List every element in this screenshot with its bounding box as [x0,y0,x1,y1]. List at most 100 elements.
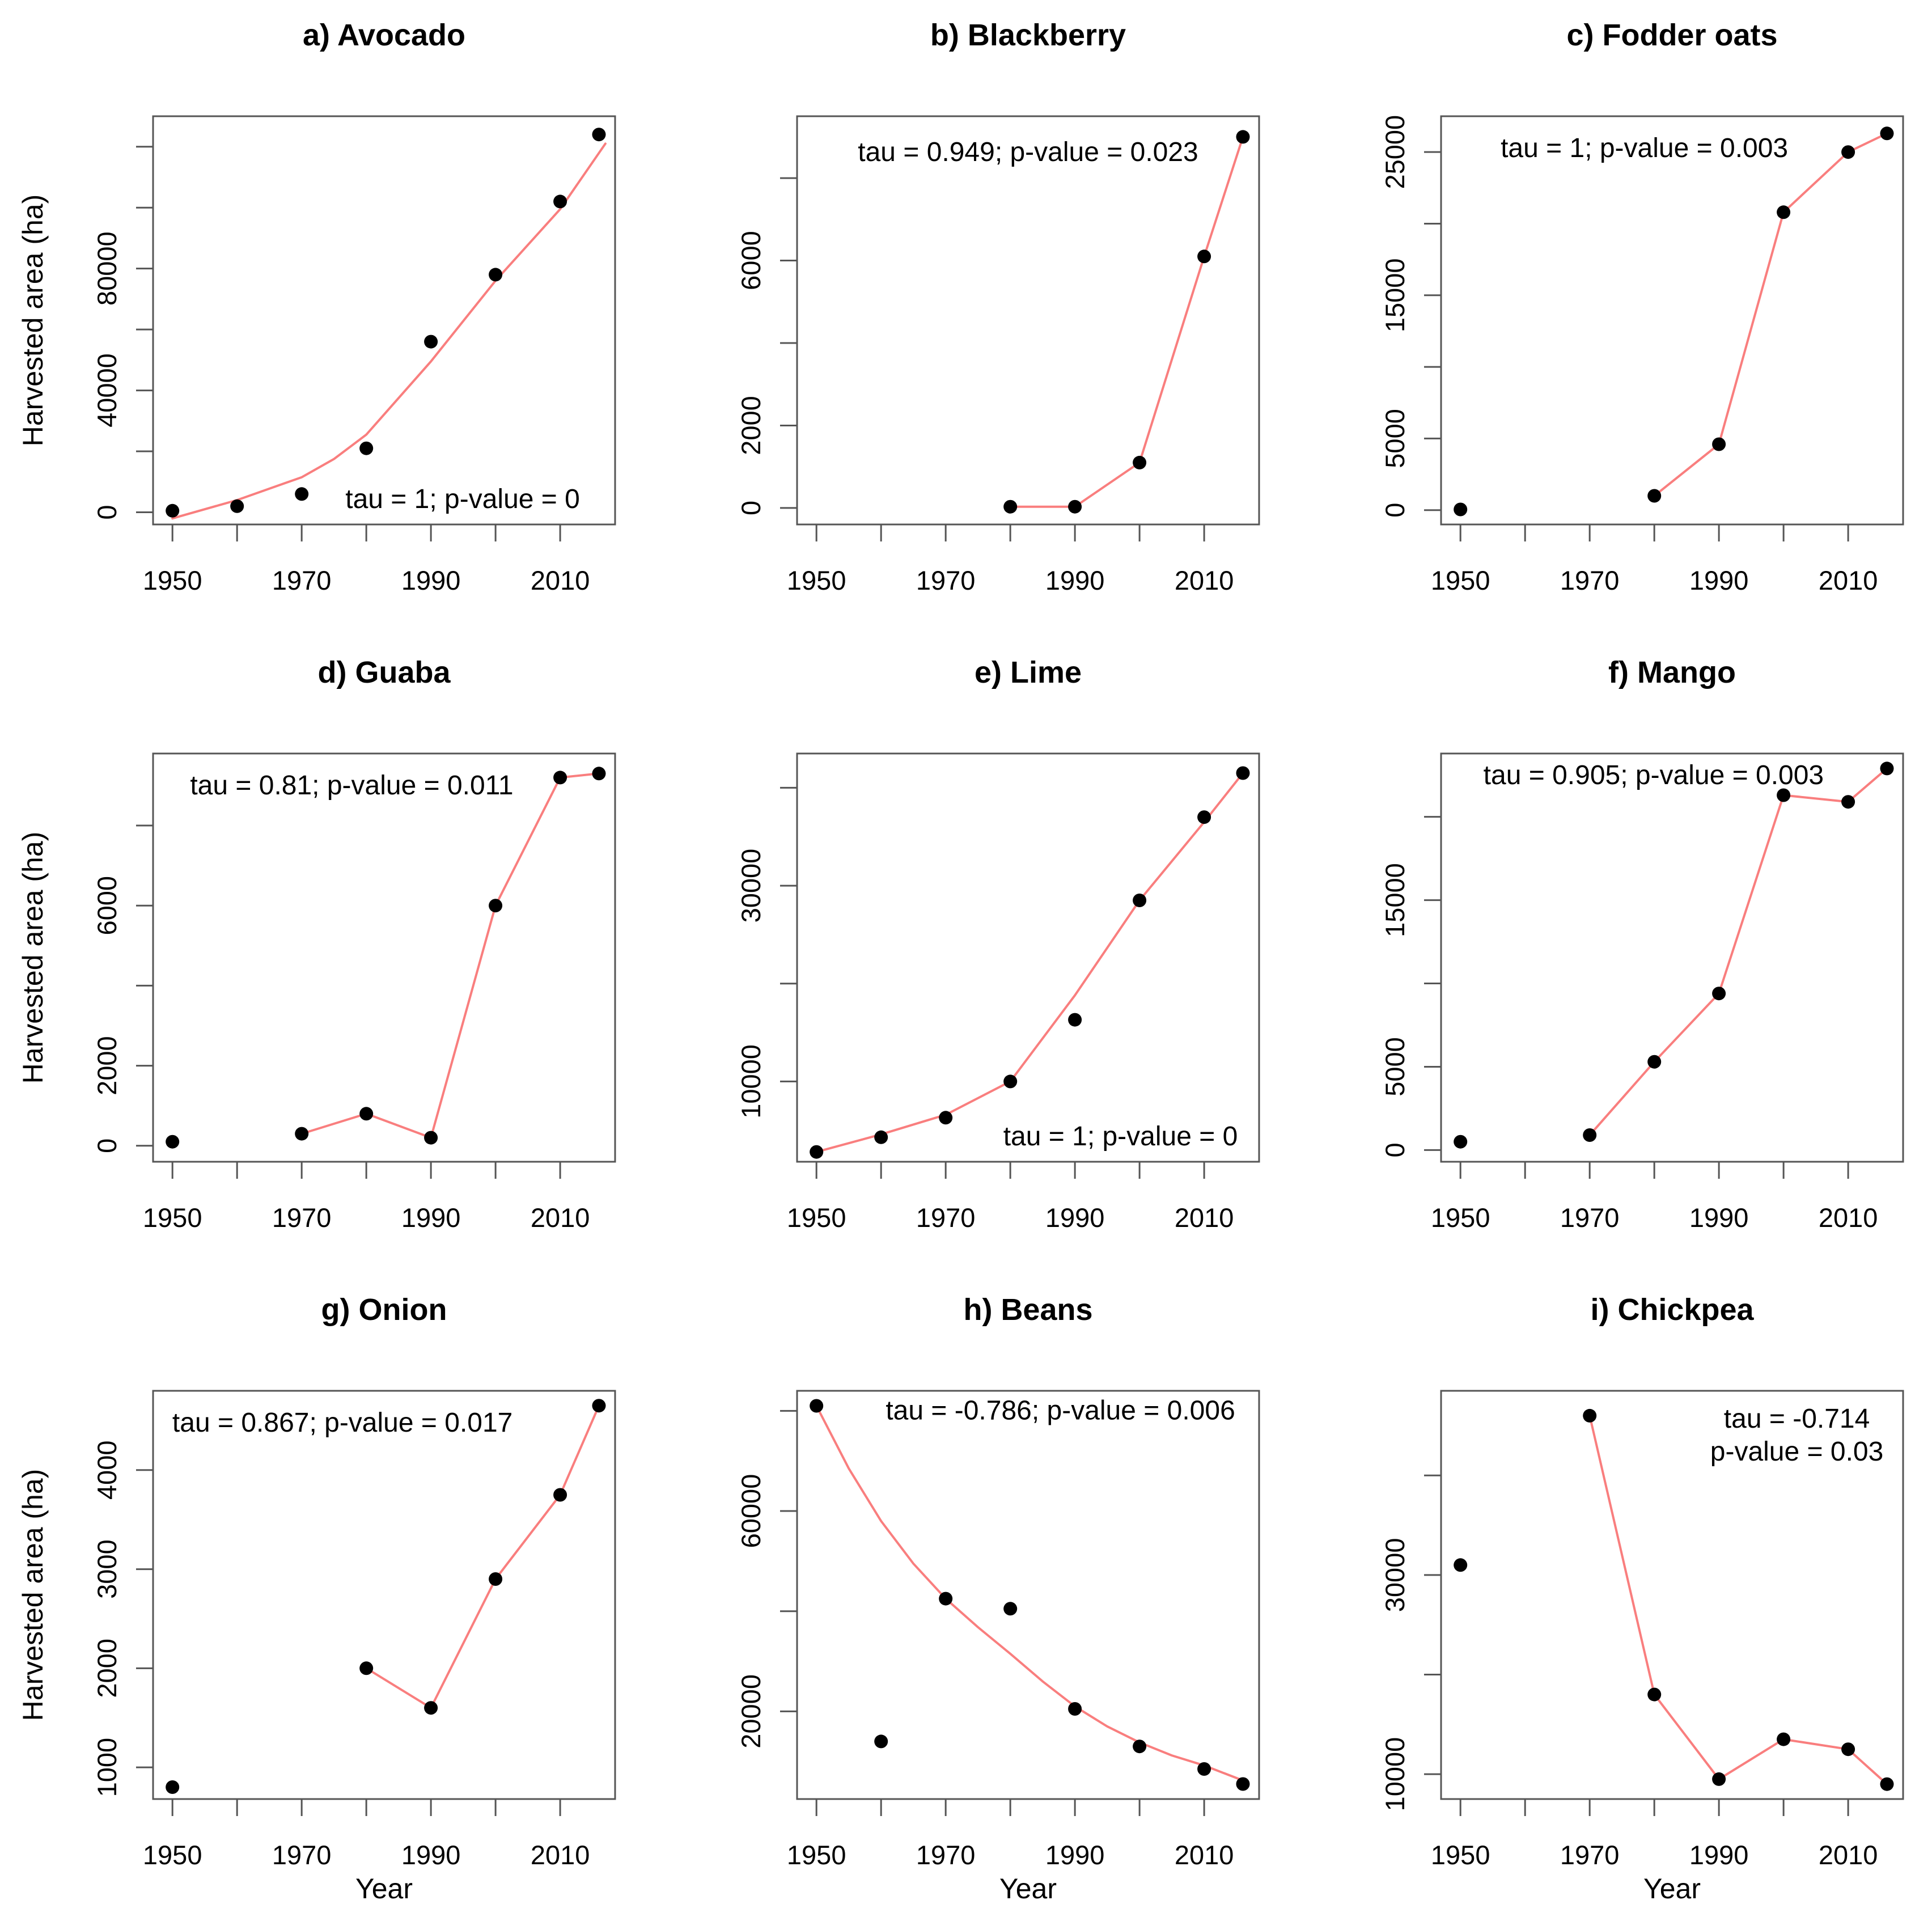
data-point [1777,205,1791,219]
plot-box [1440,1390,1904,1800]
plot-box [1440,752,1904,1163]
stats-annotation: tau = 0.867; p-value = 0.017 [172,1408,512,1438]
subplot-title: b) Blackberry [930,18,1126,52]
plot-box [796,752,1260,1163]
subplot-h: h) Beans Year 1950 1970 1990 2010 20000 60000 ta… [736,1293,1260,1904]
subplot-title: d) Guaba [317,655,451,689]
x-axis-label: Year [999,1873,1057,1904]
data-point [1841,145,1855,159]
data-point [1777,1732,1791,1746]
x-tick-label: 2010 [531,1203,590,1233]
data-point [1197,249,1211,264]
plot-box [796,1390,1260,1800]
data-point [1880,126,1894,141]
data-point [1003,1074,1018,1089]
data-point [489,899,503,913]
subplot-cell-e: e) Lime 1950 1970 1990 2010 10000 30000 tau = 1… [644,637,1288,1275]
data-point [424,1131,438,1145]
data-point [424,335,438,349]
subplot-i: i) Chickpea Year 1950 1970 1990 2010 10000 3000… [1380,1293,1904,1904]
x-tick-label: 1990 [401,565,461,595]
plot-box [152,115,616,526]
stats-annotation: tau = -0.714 [1724,1404,1870,1434]
x-tick-label: 2010 [1175,1840,1234,1870]
x-tick-label: 1990 [1045,565,1105,595]
data-point [1003,1602,1018,1616]
y-tick-label: 30000 [736,849,766,923]
y-tick-label: 0 [92,505,122,519]
plot-box [796,115,1260,526]
x-tick-label: 2010 [531,565,590,595]
subplot-title: f) Mango [1608,655,1736,689]
x-tick-label: 1990 [1689,1203,1749,1233]
data-point [1841,795,1855,809]
x-axis-label: Year [1643,1873,1701,1904]
y-axis-label: Harvested area (ha) [17,1469,49,1721]
data-point [1236,130,1250,144]
data-point [1583,1408,1597,1423]
y-tick-label: 6000 [92,876,122,936]
data-point [1712,437,1726,451]
data-point [1880,1777,1894,1791]
subplot-cell-c: c) Fodder oats 1950 1970 1990 2010 0 5000 15000… [1288,0,1932,637]
y-tick-label: 5000 [1380,409,1410,468]
x-tick-label: 2010 [1175,1203,1234,1233]
x-axis-label: Year [355,1873,413,1904]
x-tick-label: 1990 [1045,1840,1105,1870]
data-point [230,499,244,513]
x-tick-label: 1950 [1431,565,1490,595]
data-point [1583,1128,1597,1142]
y-tick-label: 2000 [736,396,766,455]
x-tick-label: 1990 [1689,565,1749,595]
plot-box [1440,115,1904,526]
stats-annotation: tau = 1; p-value = 0.003 [1501,133,1788,163]
trend-line [1588,1414,1888,1785]
data-point [592,128,606,142]
stats-annotation: tau = 1; p-value = 0 [345,484,580,514]
x-tick-label: 2010 [531,1840,590,1870]
stats-annotation: p-value = 0.03 [1710,1437,1884,1467]
trend-line [1009,136,1244,508]
y-tick-label: 6000 [736,231,766,290]
data-point [424,1701,438,1715]
subplot-cell-d: d) Guaba Harvested area (ha) 1950 1970 1990 2… [0,637,644,1275]
trend-line [365,1404,600,1709]
data-point [1712,1772,1726,1786]
data-point [1880,761,1894,776]
y-axis-label: Harvested area (ha) [17,832,49,1084]
data-point [1777,788,1791,802]
data-point [1068,1013,1082,1027]
subplot-f: f) Mango 1950 1970 1990 2010 0 5000 15000 tau = … [1380,655,1904,1233]
y-tick-label: 0 [1380,503,1410,518]
subplot-title: h) Beans [963,1293,1092,1327]
data-point [359,1661,374,1675]
x-tick-label: 1990 [1045,1203,1105,1233]
y-tick-label: 2000 [92,1639,122,1698]
y-tick-label: 0 [736,501,766,515]
data-point [1068,1702,1082,1716]
subplot-title: c) Fodder oats [1566,18,1777,52]
data-point [939,1592,953,1606]
data-point [166,1135,180,1149]
subplot-a: a) Avocado Harvested area (ha) 1950 1970 199… [17,18,616,595]
data-point [1133,1740,1147,1754]
y-tick-label: 0 [92,1139,122,1153]
trend-line [815,772,1244,1153]
data-point [1712,987,1726,1001]
data-point [592,1399,606,1413]
subplot-b: b) Blackberry 1950 1970 1990 2010 0 2000 6000 ta… [736,18,1260,595]
subplot-c: c) Fodder oats 1950 1970 1990 2010 0 5000 15000… [1380,18,1904,595]
trend-line [171,142,607,520]
trend-line [1588,767,1888,1136]
data-point [553,194,567,209]
x-tick-label: 1950 [787,1840,846,1870]
subplot-e: e) Lime 1950 1970 1990 2010 10000 30000 tau = 1… [736,655,1260,1233]
y-tick-label: 40000 [92,353,122,428]
stats-annotation: tau = 0.81; p-value = 0.011 [190,771,513,801]
y-tick-label: 25000 [1380,115,1410,189]
y-tick-label: 60000 [736,1474,766,1548]
subplot-cell-i: i) Chickpea Year 1950 1970 1990 2010 10000 3000… [1288,1275,1932,1913]
subplot-g: g) Onion Harvested area (ha) Year 1950 1970 1… [17,1293,616,1904]
x-tick-label: 1970 [1560,1840,1620,1870]
